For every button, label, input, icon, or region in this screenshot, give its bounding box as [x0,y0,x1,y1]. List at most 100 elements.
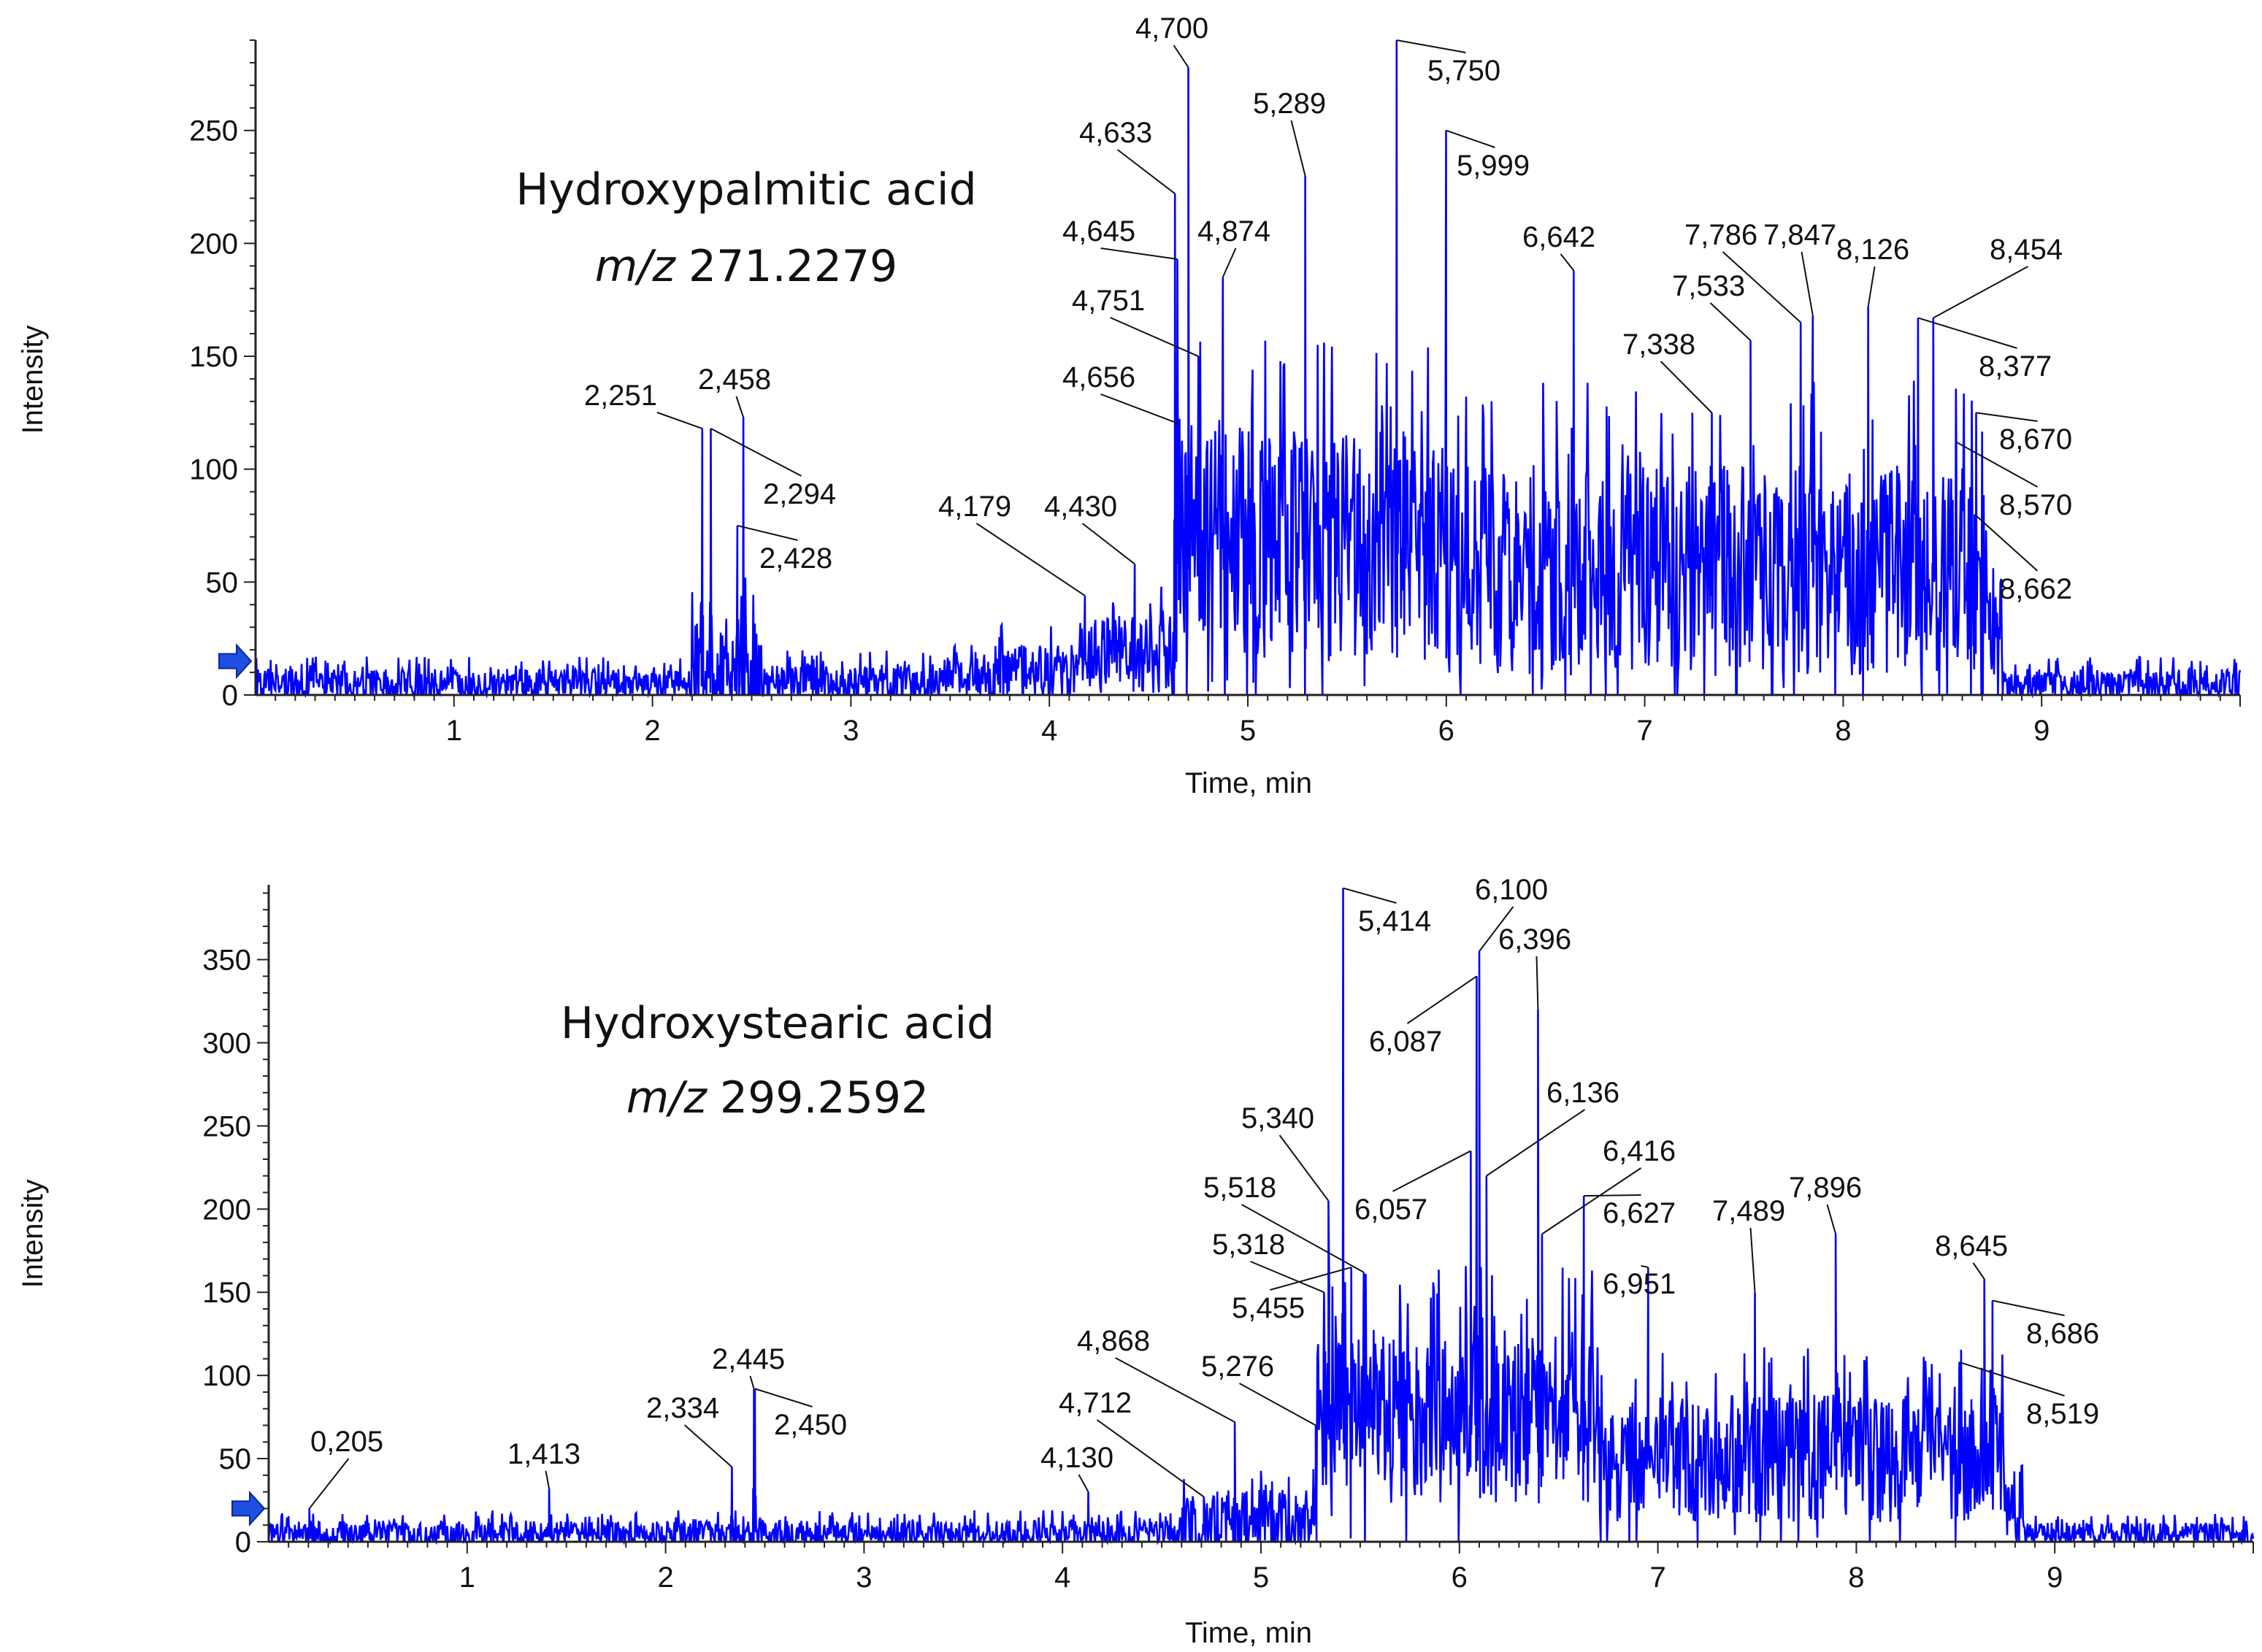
peak-leader-line [1801,251,1814,316]
chromatogram-panel-hydroxypalmitic: Hydroxypalmitic acid m/z 271.2279 Intensi… [17,12,2242,799]
peak-leader-line [656,412,703,429]
peak-label: 4,633 [1079,117,1152,149]
peak-label: 7,489 [1712,1195,1785,1227]
peak-label: 7,847 [1763,219,1836,251]
x-tick-label: 1 [446,715,462,747]
mz-value: 299.2592 [720,1072,929,1123]
peak-leader-line [1115,1357,1235,1423]
mz-subtitle: m/z 271.2279 [595,241,897,292]
peak-label: 8,454 [1990,234,2063,266]
peak-annotations: 2,251 2,294 2,428 2,458 4,179 4,430 4,633 4,645… [584,12,2072,605]
chromatogram-panel-hydroxystearic: Hydroxystearic acid m/z 299.2592 Intensit… [17,874,2255,1649]
chromatogram-trace [254,39,2242,699]
y-tick-label: 50 [206,566,239,599]
peak-label: 5,518 [1203,1172,1276,1204]
peak-leader-line [1479,906,1514,952]
peak-leader-line [1749,1227,1756,1293]
peak-leader-line [1116,149,1176,195]
peak-leader-line [749,1375,755,1389]
peak-label: 2,334 [646,1392,719,1424]
peak-label: 5,289 [1253,88,1326,120]
x-tick-label: 4 [1054,1561,1070,1594]
y-tick-label: 0 [222,680,238,712]
peak-label: 4,868 [1077,1325,1150,1357]
peak-annotations: 0,205 1,413 2,334 2,445 2,450 4,130 4,712 4,868… [308,874,2099,1510]
peak-label: 8,570 [1999,489,2072,521]
peak-leader-line [754,1388,813,1407]
peak-leader-line [1278,1134,1330,1202]
peak-leader-line [308,1458,350,1510]
trace-group [267,888,2255,1545]
axes: 1 2 3 4 5 6 7 8 9 0 50 100 150 200 250 300 350 [202,885,2254,1594]
peak-label: 4,656 [1062,361,1135,393]
peak-label: 8,670 [1999,423,2072,456]
y-tick-label: 250 [189,115,238,147]
mz-value: 271.2279 [689,241,897,292]
peak-label: 2,445 [712,1343,785,1375]
peak-label: 6,951 [1603,1268,1676,1300]
y-tick-label: 300 [202,1027,251,1059]
peak-leader-line [1406,975,1478,1024]
peak-label: 7,896 [1789,1172,1862,1204]
peak-label: 8,126 [1836,234,1909,266]
peak-leader-line [1290,120,1306,176]
peak-label: 2,458 [698,364,771,396]
peak-leader-line [683,1424,733,1468]
peak-label: 4,645 [1062,215,1135,247]
peak-label: 8,377 [1979,350,2052,383]
y-axis-label: Intensity [17,326,49,434]
peak-leader-line [1974,513,2039,572]
peak-label: 4,130 [1040,1442,1113,1474]
chromatogram-trace [267,888,2255,1545]
x-tick-label: 2 [644,715,660,747]
y-tick-label: 100 [202,1360,251,1392]
y-tick-label: 50 [219,1443,252,1475]
peak-leader-line [1933,266,2028,319]
mz-italic-label: m/z [595,241,677,292]
peak-label: 6,057 [1354,1194,1427,1226]
peak-leader-line [1992,1299,2065,1316]
y-tick-label: 0 [235,1526,251,1559]
peak-label: 4,712 [1059,1387,1132,1419]
y-tick-label: 350 [202,945,251,977]
axes: 1 2 3 4 5 6 7 8 9 0 50 100 150 200 250 [189,39,2241,747]
peak-label: 5,455 [1232,1292,1305,1324]
mz-subtitle: m/z 299.2592 [626,1072,929,1123]
peak-label: 5,414 [1358,905,1431,937]
peak-leader-line [975,523,1086,596]
peak-leader-line [1709,302,1752,342]
peak-label: 5,750 [1427,55,1500,87]
peak-leader-line [1270,1267,1352,1291]
y-tick-label: 150 [202,1277,251,1309]
peak-leader-line [1110,317,1199,357]
peak-leader-line [1250,1261,1324,1294]
peak-leader-line [1241,1204,1365,1273]
peak-leader-line [710,428,802,477]
x-tick-label: 3 [843,715,859,747]
peak-label: 4,751 [1072,285,1145,317]
peak-leader-line [1100,247,1178,261]
peak-label: 6,642 [1522,221,1595,253]
peak-leader-line [1081,523,1135,565]
peak-leader-line [1722,251,1801,323]
peak-leader-line [1396,39,1466,53]
peak-leader-line [1976,412,2038,422]
peak-leader-line [1641,1265,1649,1269]
peak-label: 6,627 [1603,1197,1676,1229]
peak-label: 6,416 [1603,1135,1676,1167]
peak-label: 8,686 [2026,1318,2099,1350]
x-tick-label: 6 [1452,1561,1468,1594]
mz-italic-label: m/z [626,1072,708,1123]
peak-label: 7,533 [1672,270,1745,302]
y-tick-label: 150 [189,341,238,373]
x-tick-label: 6 [1438,715,1454,747]
peak-leader-line [1486,1109,1586,1177]
x-tick-label: 8 [1835,715,1851,747]
peak-label: 8,662 [1999,573,2072,605]
peak-label: 5,318 [1212,1229,1285,1261]
x-tick-label: 1 [459,1561,475,1594]
x-axis-label: Time, min [1185,767,1312,799]
peak-leader-line [1446,129,1495,148]
peak-leader-line [1222,247,1237,278]
x-tick-label: 7 [1636,715,1652,747]
